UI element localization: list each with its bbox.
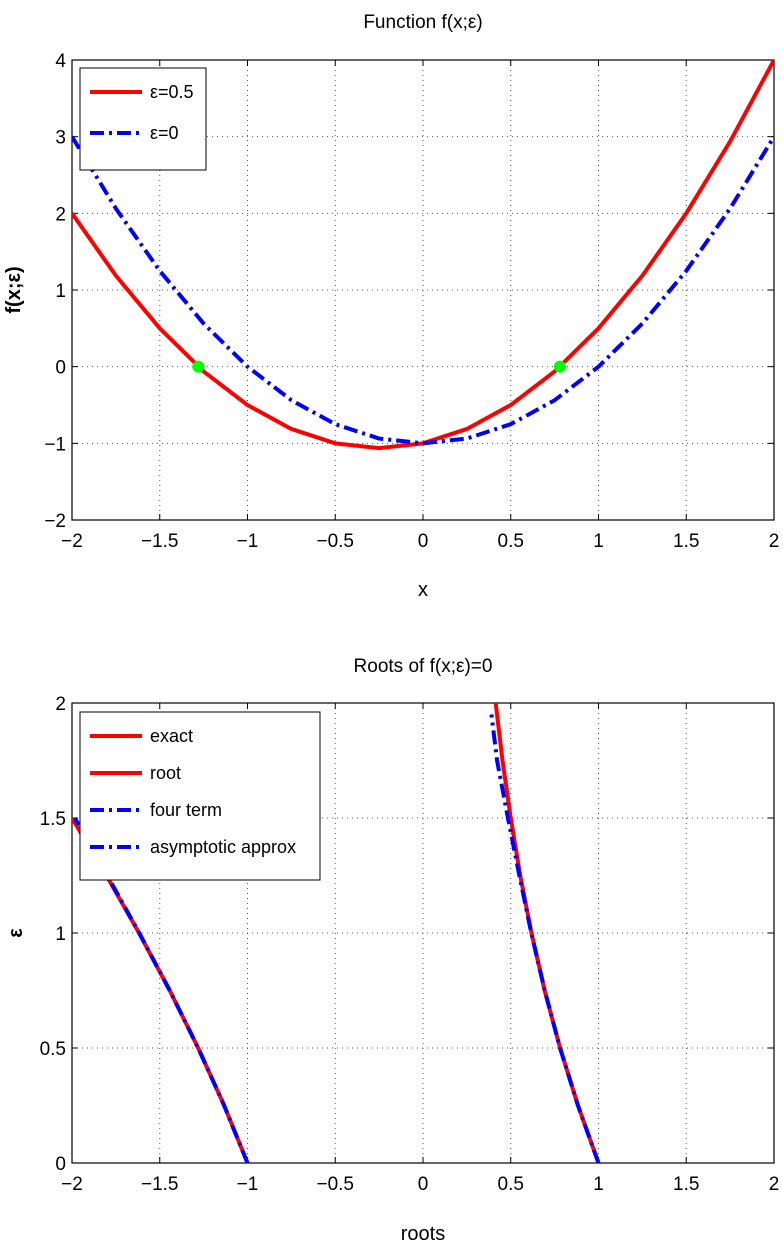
x-tick-label: −2 [61,531,83,552]
series-line-1 [72,135,774,446]
root-marker [192,360,205,373]
y-tick-label: 2 [55,204,66,225]
y-tick-label: 4 [55,51,66,72]
x-tick-label: 0 [418,1174,429,1195]
series-line-3 [489,714,601,1163]
x-tick-label: 1.5 [673,1174,699,1195]
x-tick-label: 1 [593,1174,604,1195]
x-tick-label: −0.5 [316,531,354,552]
legend-label: ε=0 [150,123,179,143]
chart-roots: −2 −1.5 −1 −0.5 0 0.5 1 1.5 2 0 0.5 1 1.5 2 Roots of f… [5,656,779,1245]
y-tick-label: 0 [55,358,66,379]
y-axis-label: ε [5,928,27,938]
y-tick-label: 0 [55,1154,66,1175]
legend-label: root [150,763,181,783]
x-tick-label: −0.5 [316,1174,354,1195]
legend: exact root four term asymptotic approx [79,711,321,881]
legend-box [79,67,207,171]
x-tick-label: −1 [237,1174,259,1195]
x-tick-label: 0.5 [498,531,524,552]
legend: ε=0.5 ε=0 [79,67,207,171]
x-tick-label: −2 [61,1174,83,1195]
y-tick-label: 2 [55,694,66,715]
chart-function: −2 −1.5 −1 −0.5 0 0.5 1 1.5 2 −2 −1 0 1 2 3 4 Function f… [3,12,779,601]
x-tick-label: −1.5 [141,531,179,552]
x-axis-label: roots [401,1223,445,1245]
y-tick-label: 0.5 [40,1039,66,1060]
series-group [72,60,774,451]
legend-label: four term [150,800,222,820]
series-line-2 [73,817,250,1163]
x-axis-label: x [418,579,428,601]
y-tick-label: 3 [55,128,66,149]
y-tick-label: 1 [55,924,66,945]
x-tick-label: 2 [769,531,780,552]
legend-label: ε=0.5 [150,82,194,102]
x-tick-label: 1.5 [673,531,699,552]
y-axis-label: f(x;ε) [3,266,25,313]
x-tick-label: 0 [418,531,429,552]
chart-title: Function f(x;ε) [363,12,482,33]
legend-box [79,711,321,881]
y-tick-label: −2 [44,511,66,532]
y-tick-label: 1 [55,281,66,302]
x-tick-label: −1.5 [141,1174,179,1195]
x-tick-label: 0.5 [498,1174,524,1195]
chart-title: Roots of f(x;ε)=0 [354,656,493,677]
y-tick-label: 1.5 [40,809,66,830]
legend-label: exact [150,726,193,746]
root-marker [553,360,566,373]
x-tick-label: −1 [237,531,259,552]
x-tick-label: 1 [593,531,604,552]
x-tick-label: 2 [769,1174,780,1195]
y-tick-label: −1 [44,434,66,455]
legend-label: asymptotic approx [150,837,296,857]
